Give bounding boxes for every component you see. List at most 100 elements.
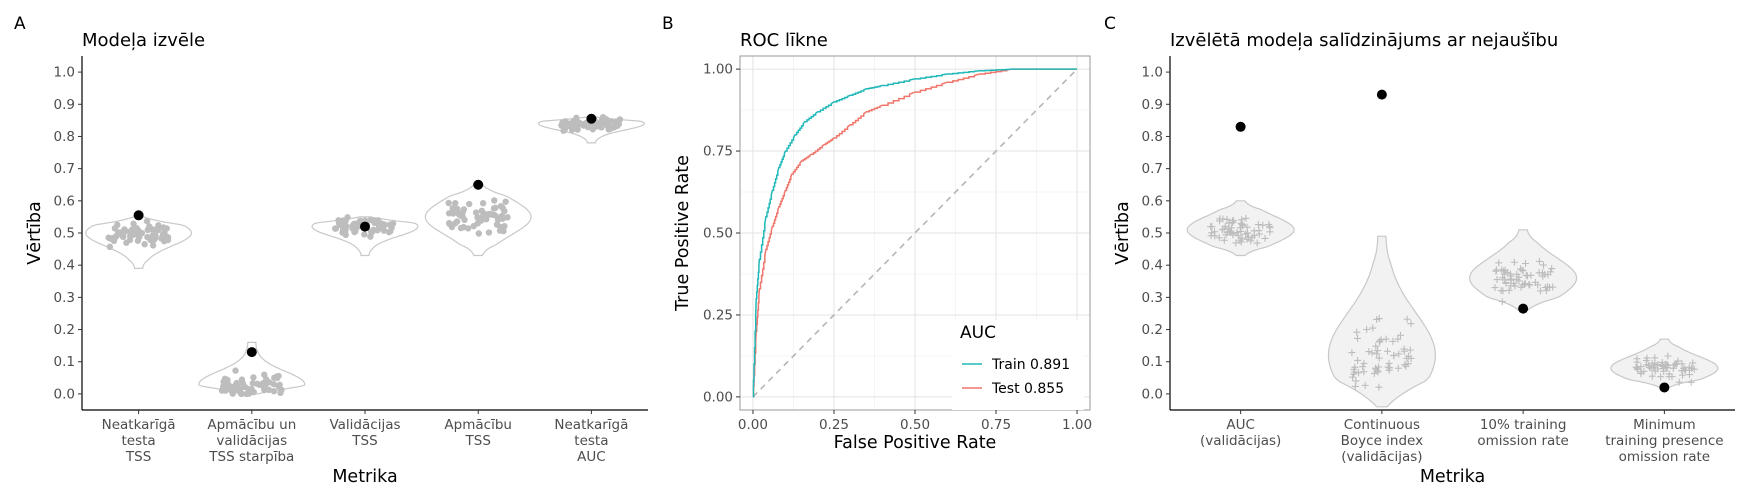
random-model-point <box>1547 268 1555 276</box>
candidate-model-point <box>485 229 493 236</box>
random-model-point <box>1642 357 1650 365</box>
candidate-model-point <box>130 231 137 238</box>
panel-title: Izvēlētā modeļa salīdzinājums ar nejaušī… <box>1170 30 1558 51</box>
candidate-model-point <box>452 199 459 207</box>
candidate-model-point <box>135 233 143 241</box>
random-model-point <box>1354 334 1362 342</box>
candidate-model-point <box>388 224 395 231</box>
selected-model-point <box>1518 303 1529 314</box>
y-tick-label: 1.0 <box>54 65 75 81</box>
violin-shape <box>198 341 306 395</box>
random-model-point <box>1687 378 1695 386</box>
y-tick-label: 0.9 <box>54 97 75 113</box>
random-model-point <box>1207 223 1215 231</box>
random-model-point <box>1375 383 1383 391</box>
candidate-model-point <box>159 234 166 242</box>
x-tick-label: 1.00 <box>1062 417 1092 433</box>
random-model-point <box>1647 364 1655 372</box>
panel-letter: A <box>14 14 26 34</box>
legend-background <box>952 320 1084 410</box>
selected-model-point <box>1376 89 1387 100</box>
candidate-model-point <box>496 227 504 234</box>
random-model-point <box>1237 238 1245 246</box>
x-tick-label: Continuous Boyce index (validācijas) <box>1341 417 1423 465</box>
random-model-point <box>1237 219 1245 227</box>
random-model-point <box>1542 287 1550 295</box>
x-tick-label: Apmācību TSS <box>444 417 512 449</box>
candidate-model-point <box>270 388 278 395</box>
candidate-model-point <box>605 126 612 133</box>
random-model-point <box>1243 223 1251 231</box>
random-model-point <box>1659 362 1667 370</box>
candidate-model-point <box>361 231 368 238</box>
random-model-point <box>1510 258 1518 266</box>
random-model-point <box>1539 272 1547 280</box>
candidate-model-point <box>459 213 466 220</box>
random-model-point <box>1675 378 1683 386</box>
candidate-model-point <box>141 241 148 248</box>
candidate-model-point <box>499 204 506 212</box>
candidate-model-point <box>339 217 347 224</box>
candidate-model-point <box>350 220 358 228</box>
candidate-model-point <box>504 214 511 221</box>
x-tick-label-line: Apmācību <box>444 417 512 433</box>
candidate-model-point <box>260 383 267 390</box>
random-model-point <box>1215 234 1223 242</box>
panel-letter: B <box>662 14 674 34</box>
random-model-point <box>1637 368 1645 376</box>
candidate-model-point <box>342 231 349 239</box>
x-tick-label-line: Boyce index <box>1341 433 1423 449</box>
random-model-point <box>1375 354 1383 362</box>
candidate-model-point <box>610 124 618 131</box>
random-model-point <box>1228 217 1236 225</box>
candidate-model-point <box>454 205 461 213</box>
roc-curve-line <box>752 68 1077 398</box>
selected-model-point <box>360 221 370 232</box>
random-model-point <box>1497 287 1505 295</box>
random-model-point <box>1238 234 1246 242</box>
candidate-model-point <box>584 123 592 131</box>
x-tick-label: Neatkarīgā testa TSS <box>102 417 176 465</box>
x-tick-label-line: omission rate <box>1619 449 1711 465</box>
candidate-model-point <box>248 388 255 396</box>
selected-model-point <box>586 113 597 124</box>
random-model-point <box>1401 361 1409 369</box>
candidate-model-point <box>219 383 227 390</box>
random-model-point <box>1651 354 1659 362</box>
x-tick-label-line: (validācijas) <box>1200 433 1281 449</box>
y-tick-label: 0.4 <box>54 258 75 274</box>
candidate-model-point <box>239 380 247 387</box>
random-model-point <box>1255 230 1263 238</box>
random-model-point <box>1665 373 1673 381</box>
x-tick-label-line: Validācijas <box>329 417 400 433</box>
violin-shape <box>537 116 645 144</box>
random-model-point <box>1654 360 1662 368</box>
y-tick-label: 0.2 <box>1142 322 1163 338</box>
candidate-model-point <box>107 235 114 242</box>
selected-model-point <box>473 179 484 190</box>
candidate-model-point <box>149 234 157 242</box>
random-model-point <box>1360 359 1368 367</box>
random-model-point <box>1373 315 1381 323</box>
selected-model-point <box>246 347 257 358</box>
candidate-model-point <box>273 373 280 380</box>
candidate-model-point <box>464 225 472 232</box>
y-axis-title: Vērtība <box>25 201 45 265</box>
candidate-model-point <box>560 127 567 134</box>
x-tick-label-line: Minimum <box>1633 417 1696 433</box>
random-model-point <box>1261 234 1269 242</box>
random-model-point <box>1669 364 1677 372</box>
x-tick-label: 0.25 <box>819 417 849 433</box>
y-tick-label: 0.1 <box>54 354 75 370</box>
random-model-point <box>1253 239 1261 247</box>
x-tick-label-line: Continuous <box>1344 417 1420 433</box>
random-model-point <box>1689 359 1697 367</box>
random-model-point <box>1265 221 1273 229</box>
y-axis-title: True Positive Rate <box>673 155 693 312</box>
candidate-model-point <box>478 207 486 215</box>
candidate-model-point <box>149 242 157 249</box>
random-model-point <box>1520 280 1528 288</box>
random-model-point <box>1536 287 1544 295</box>
candidate-model-point <box>491 211 499 219</box>
candidate-model-point <box>559 120 566 128</box>
